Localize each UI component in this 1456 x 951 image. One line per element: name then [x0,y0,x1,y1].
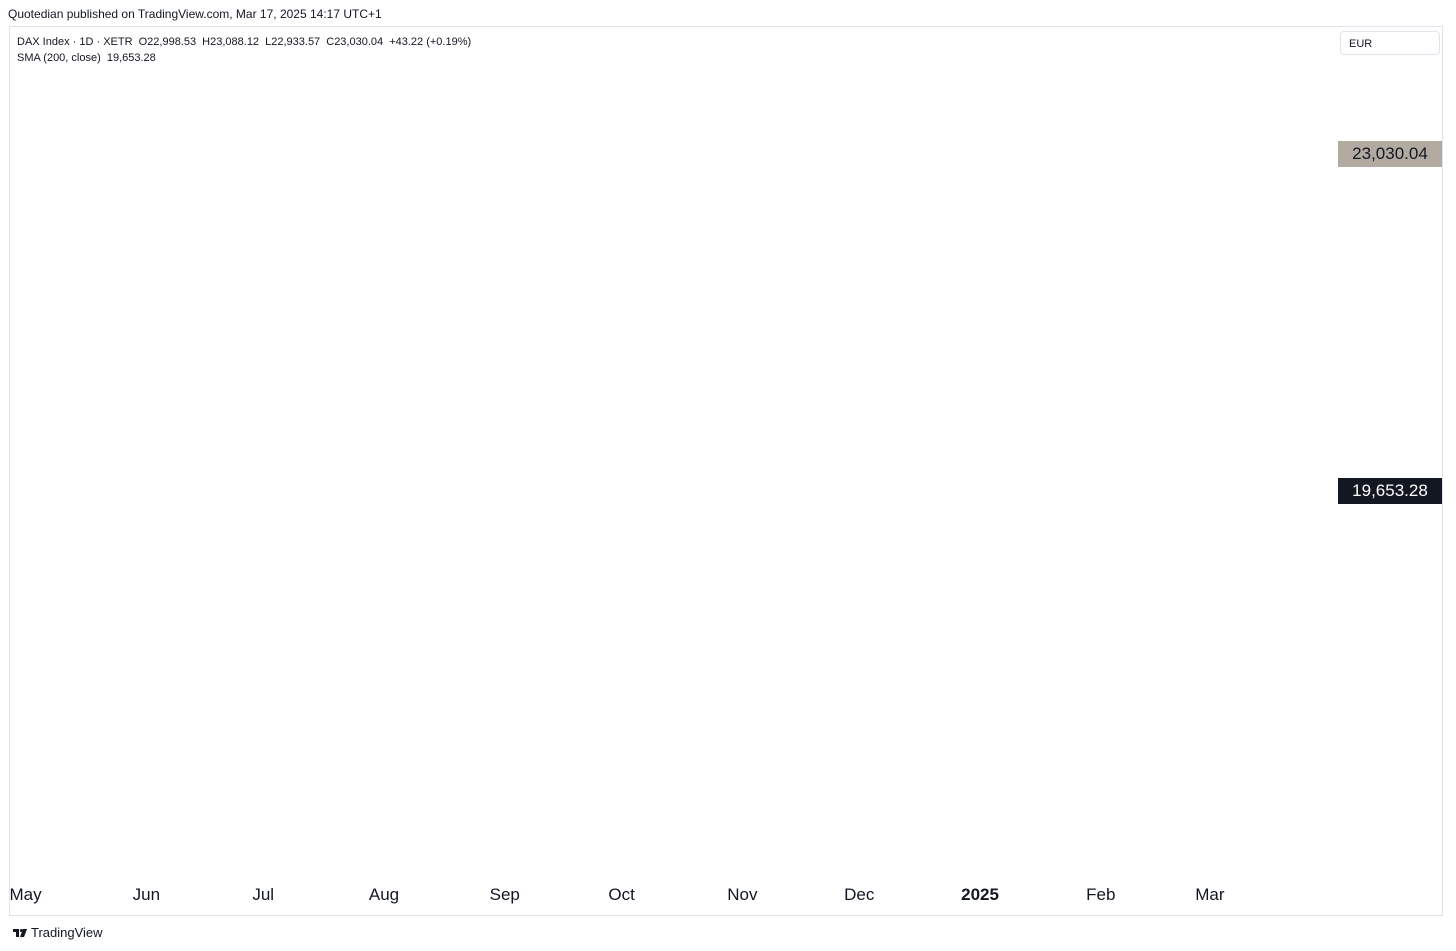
legend-change: +43.22 (+0.19%) [389,36,472,48]
legend-high: H23,088.12 [202,36,260,48]
chart-frame [9,26,1443,916]
legend-symbol[interactable]: DAX Index · 1D · XETR [17,36,133,48]
x-tick-label: Nov [727,885,758,904]
tradingview-brand[interactable]: TradingView [13,925,103,940]
legend-row-sma: SMA (200, close) 19,653.28 [17,50,471,66]
x-tick-label: 2025 [961,885,999,904]
legend-sma-label[interactable]: SMA (200, close) [17,52,101,64]
legend-close: C23,030.04 [326,36,384,48]
x-tick-label: Jul [252,885,274,904]
x-tick-label: May [10,885,43,904]
chart-legend: DAX Index · 1D · XETR O22,998.53 H23,088… [17,34,471,66]
currency-button[interactable]: EUR [1340,31,1440,55]
x-tick-label: Feb [1086,885,1115,904]
publisher-line: Quotedian published on TradingView.com, … [8,7,382,21]
legend-sma-value: 19,653.28 [106,52,156,64]
x-tick-label: Oct [608,885,635,904]
x-tick-label: Mar [1195,885,1225,904]
x-tick-label: Sep [490,885,520,904]
x-tick-label: Dec [844,885,875,904]
x-tick-label: Aug [369,885,399,904]
legend-open: O22,998.53 [138,36,197,48]
legend-row-price: DAX Index · 1D · XETR O22,998.53 H23,088… [17,34,471,50]
last-price-tag: 23,030.04 [1338,141,1442,167]
tradingview-logo-icon [13,928,27,937]
x-axis: May Jun Jul Aug Sep Oct Nov Dec 2025 Feb Mar [10,885,1225,904]
brand-label: TradingView [31,925,103,940]
legend-low: L22,933.57 [265,36,321,48]
x-tick-label: Jun [133,885,160,904]
sma-price-tag: 19,653.28 [1338,478,1442,504]
